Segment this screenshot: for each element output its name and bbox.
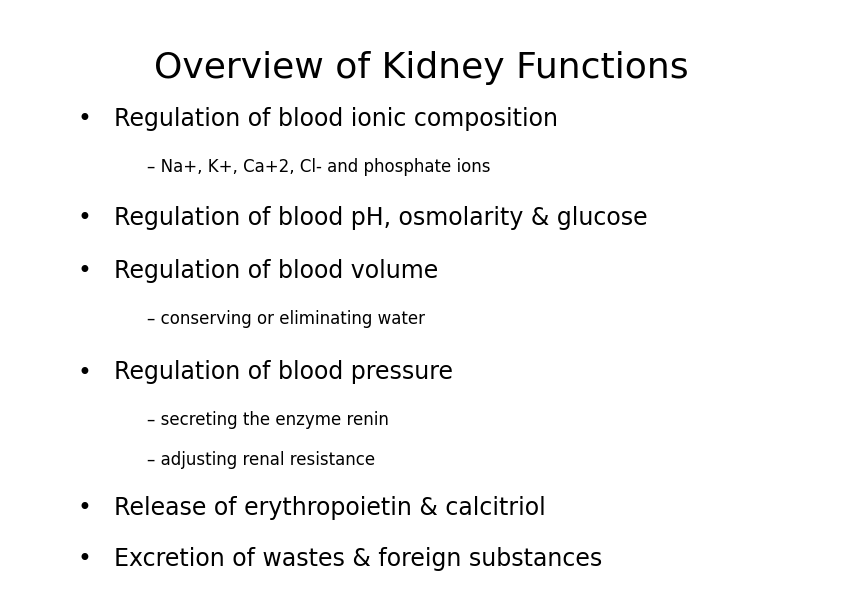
Text: Regulation of blood pH, osmolarity & glucose: Regulation of blood pH, osmolarity & glu…	[114, 206, 647, 229]
Text: •: •	[77, 107, 91, 131]
Text: Regulation of blood pressure: Regulation of blood pressure	[114, 361, 453, 384]
Text: – Na+, K+, Ca+2, Cl- and phosphate ions: – Na+, K+, Ca+2, Cl- and phosphate ions	[147, 158, 491, 176]
Text: – secreting the enzyme renin: – secreting the enzyme renin	[147, 411, 389, 429]
Text: •: •	[77, 206, 91, 229]
Text: •: •	[77, 547, 91, 571]
Text: – adjusting renal resistance: – adjusting renal resistance	[147, 451, 376, 469]
Text: Release of erythropoietin & calcitriol: Release of erythropoietin & calcitriol	[114, 496, 546, 520]
Text: Excretion of wastes & foreign substances: Excretion of wastes & foreign substances	[114, 547, 602, 571]
Text: •: •	[77, 496, 91, 520]
Text: Overview of Kidney Functions: Overview of Kidney Functions	[154, 51, 688, 85]
Text: – conserving or eliminating water: – conserving or eliminating water	[147, 310, 425, 328]
Text: •: •	[77, 259, 91, 283]
Text: Regulation of blood volume: Regulation of blood volume	[114, 259, 438, 283]
Text: Regulation of blood ionic composition: Regulation of blood ionic composition	[114, 107, 557, 131]
Text: •: •	[77, 361, 91, 384]
